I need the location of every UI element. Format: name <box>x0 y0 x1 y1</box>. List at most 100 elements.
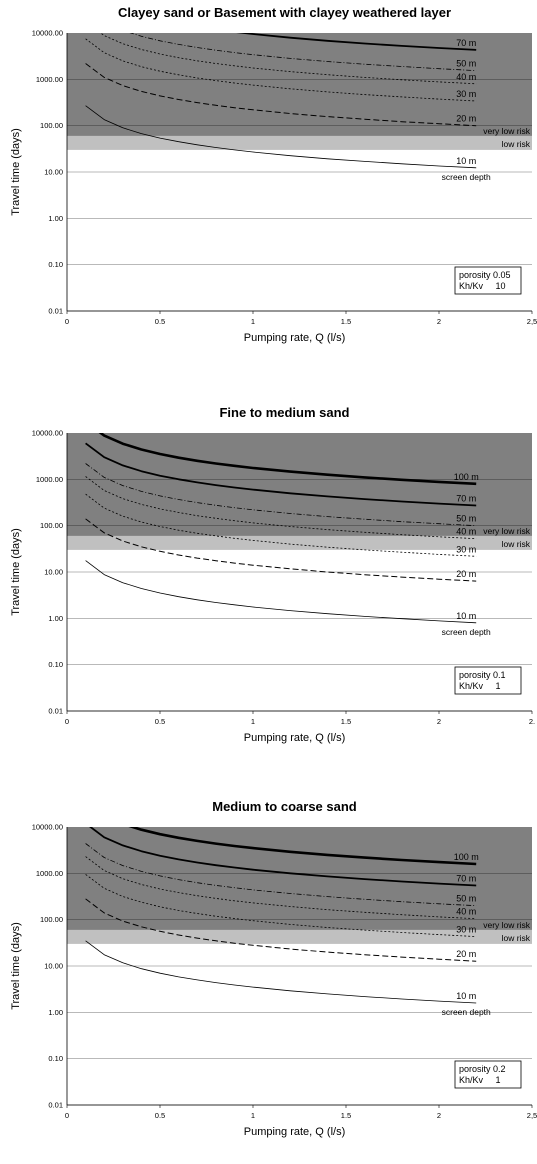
series-label: 10 m <box>456 156 476 166</box>
y-tick-label: 1000.00 <box>36 75 63 84</box>
chart-svg: 0.01 0.10 1.00 10.00 100.00 1000.00 10000.00 0 0… <box>10 799 537 1138</box>
porosity-label: porosity 0.1 <box>459 670 506 680</box>
risk-zone-label: very low risk <box>483 126 531 136</box>
kh-kv-label: Kh/Kv 1 <box>459 1075 501 1085</box>
y-tick-label: 0.10 <box>48 660 63 669</box>
y-tick-label: 0.01 <box>48 1101 63 1110</box>
series-line-30m <box>85 38 477 102</box>
kh-kv-label: Kh/Kv 1 <box>459 681 501 691</box>
series-label: 10 m <box>456 611 476 621</box>
x-axis-label: Pumping rate, Q (l/s) <box>244 332 345 344</box>
risk-zone-1 <box>67 929 532 944</box>
x-tick-label: 0 <box>65 717 69 726</box>
x-tick-label: 2 <box>437 317 441 326</box>
chart-title: Medium to coarse sand <box>212 799 357 814</box>
x-tick-label: 0.5 <box>155 1111 165 1120</box>
chart-clayey-sand: 0.01 0.10 1.00 10.00 100.00 1000.00 10000.00 0 0… <box>0 0 537 370</box>
x-tick-label: 0 <box>65 317 69 326</box>
series-line-30m <box>85 874 477 937</box>
risk-zone-label: low risk <box>502 139 531 149</box>
y-tick-label: 10.00 <box>44 962 63 971</box>
series-line-50m <box>85 463 477 527</box>
series-label: 70 m <box>456 493 476 503</box>
series-label: 30 m <box>456 89 476 99</box>
chart-fine-medium-sand: 0.01 0.10 1.00 10.00 100.00 1000.00 10000.00 0 0… <box>0 400 537 770</box>
risk-zone-1 <box>67 135 532 150</box>
chart-medium-coarse-sand: 0.01 0.10 1.00 10.00 100.00 1000.00 10000.00 0 0… <box>0 794 537 1164</box>
series-label: 40 m <box>456 907 476 917</box>
risk-zone-label: very low risk <box>483 526 531 536</box>
porosity-label: porosity 0.2 <box>459 1064 506 1074</box>
series-label: 40 m <box>456 72 476 82</box>
chart-title: Fine to medium sand <box>219 405 349 420</box>
series-line-70m <box>236 33 477 51</box>
x-tick-label: 0.5 <box>155 317 165 326</box>
x-tick-label: 2,5 <box>527 1111 537 1120</box>
series-line-30m <box>85 493 477 557</box>
parameter-box <box>454 666 522 695</box>
y-tick-label: 0.01 <box>48 307 63 316</box>
screen-depth-label: screen depth <box>442 172 491 182</box>
x-tick-label: 1.5 <box>341 317 351 326</box>
y-tick-label: 100.00 <box>40 121 63 130</box>
series-label: 70 m <box>456 38 476 48</box>
series-line-40m <box>100 33 477 85</box>
risk-zone-label: low risk <box>502 933 531 943</box>
y-tick-label: 100.00 <box>40 915 63 924</box>
porosity-label: porosity 0.05 <box>459 270 511 280</box>
screen-depth-label: screen depth <box>442 1007 491 1017</box>
y-tick-label: 1000.00 <box>36 475 63 484</box>
x-tick-label: 2 <box>437 1111 441 1120</box>
y-tick-label: 10000.00 <box>32 29 63 38</box>
y-axis-label: Travel time (days) <box>10 528 22 616</box>
y-tick-label: 1000.00 <box>36 869 63 878</box>
chart-svg: 0.01 0.10 1.00 10.00 100.00 1000.00 10000.00 0 0… <box>10 5 537 344</box>
y-axis-label: Travel time (days) <box>10 922 22 1010</box>
series-line-70m <box>85 442 477 507</box>
series-line-70m <box>89 827 477 887</box>
risk-zone-0 <box>67 827 532 930</box>
x-tick-label: 0.5 <box>155 717 165 726</box>
kh-kv-label: Kh/Kv 10 <box>459 281 506 291</box>
series-line-40m <box>85 476 477 540</box>
y-tick-label: 100.00 <box>40 521 63 530</box>
y-tick-label: 10.00 <box>44 568 63 577</box>
series-label: 20 m <box>456 949 476 959</box>
x-tick-label: 1 <box>251 717 255 726</box>
risk-zone-1 <box>67 535 532 550</box>
parameter-box <box>454 266 522 295</box>
x-tick-label: 2. <box>529 717 535 726</box>
x-tick-label: 1.5 <box>341 717 351 726</box>
series-line-100m <box>128 827 477 866</box>
risk-zone-label: low risk <box>502 539 531 549</box>
series-line-100m <box>98 433 477 486</box>
series-label: 50 m <box>456 59 476 69</box>
series-label: 40 m <box>456 527 476 537</box>
y-tick-label: 1.00 <box>48 1008 63 1017</box>
chart-svg: 0.01 0.10 1.00 10.00 100.00 1000.00 10000.00 0 0… <box>10 405 535 744</box>
series-label: 50 m <box>456 514 476 524</box>
chart-title: Clayey sand or Basement with clayey weat… <box>118 5 451 20</box>
series-label: 50 m <box>456 894 476 904</box>
series-label: 10 m <box>456 991 476 1001</box>
series-line-10m <box>85 940 477 1004</box>
y-tick-label: 1.00 <box>48 214 63 223</box>
x-tick-label: 2 <box>437 717 441 726</box>
y-tick-label: 0.10 <box>48 260 63 269</box>
y-tick-label: 1.00 <box>48 614 63 623</box>
risk-zone-label: very low risk <box>483 920 531 930</box>
series-label: 70 m <box>456 874 476 884</box>
x-axis-label: Pumping rate, Q (l/s) <box>244 1126 345 1138</box>
series-label: 20 m <box>456 569 476 579</box>
series-line-20m <box>85 518 477 582</box>
x-tick-label: 1.5 <box>341 1111 351 1120</box>
series-label: 100 m <box>454 472 479 482</box>
x-tick-label: 2,5 <box>527 317 537 326</box>
x-tick-label: 1 <box>251 317 255 326</box>
series-label: 30 m <box>456 544 476 554</box>
series-label: 20 m <box>456 114 476 124</box>
y-tick-label: 0.01 <box>48 707 63 716</box>
series-line-50m <box>129 33 477 71</box>
x-tick-label: 1 <box>251 1111 255 1120</box>
y-tick-label: 10000.00 <box>32 429 63 438</box>
